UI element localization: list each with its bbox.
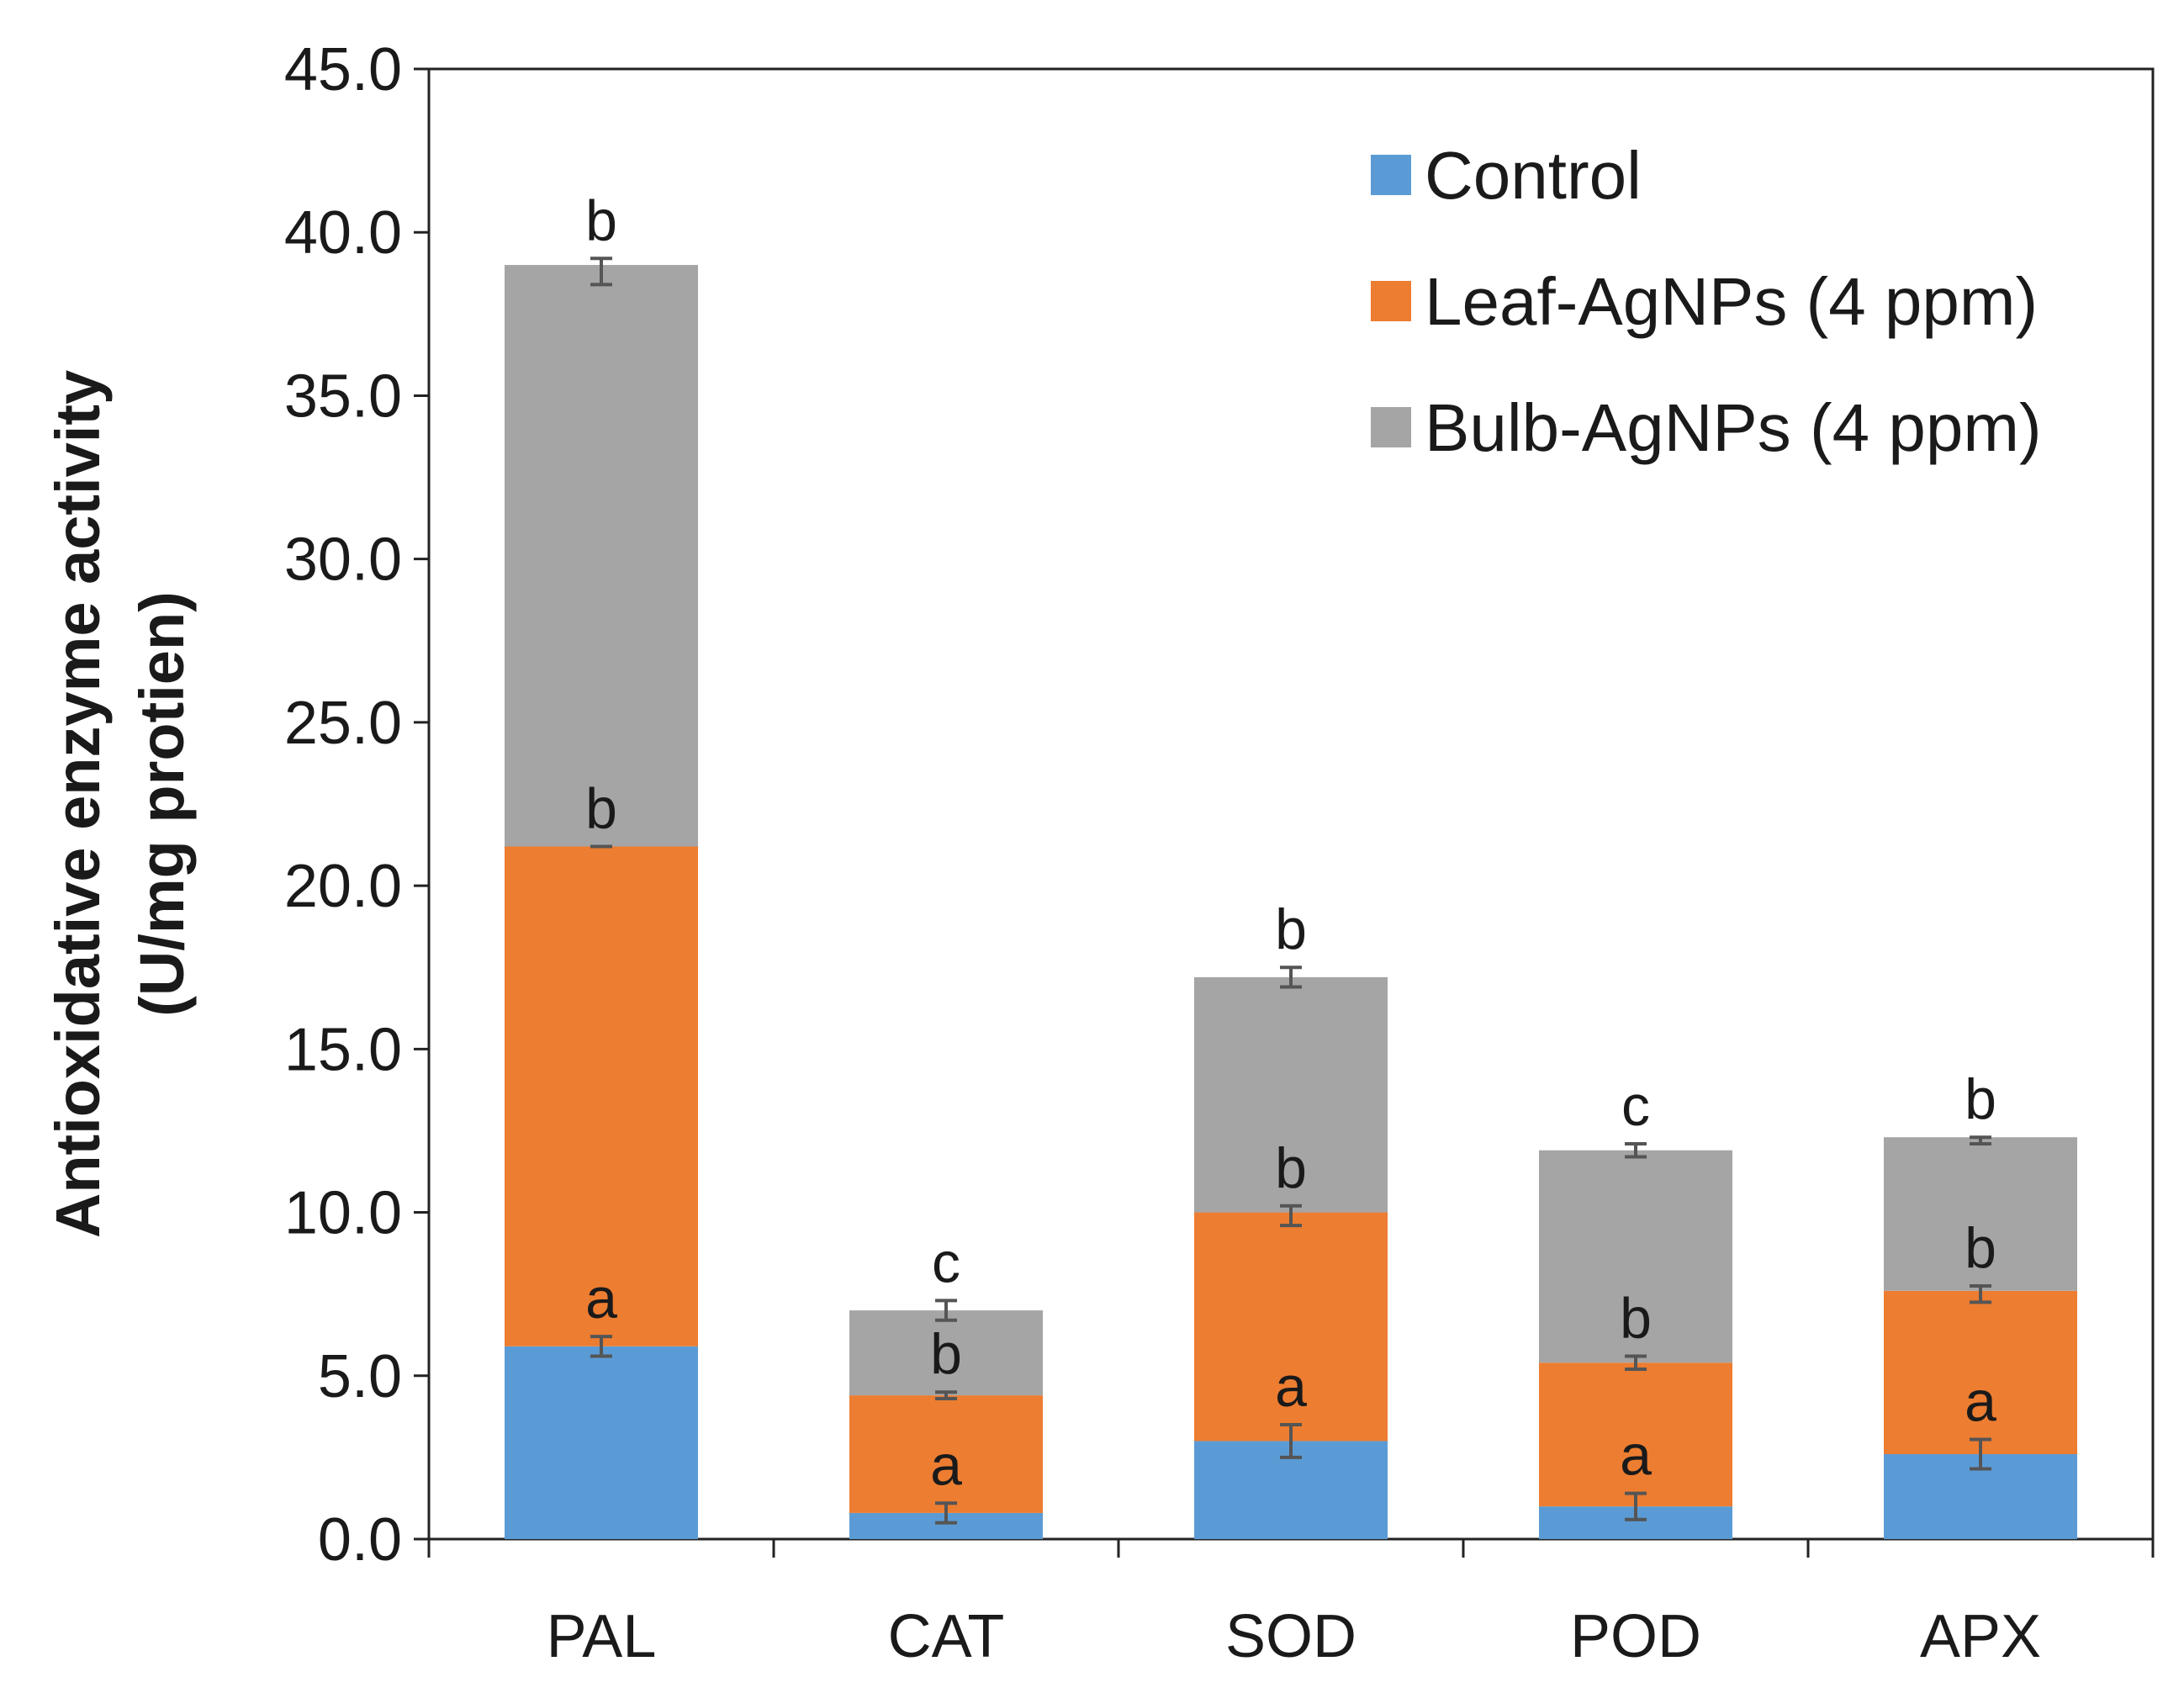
x-category-label: PAL bbox=[547, 1603, 657, 1670]
legend-label: Leaf-AgNPs (4 ppm) bbox=[1425, 264, 2038, 339]
y-axis-title-group: Antioxidative enzyme activity (U/mg proti… bbox=[43, 370, 197, 1238]
bar-segment bbox=[1194, 1212, 1388, 1442]
significance-letter: a bbox=[930, 1433, 962, 1497]
error-bar bbox=[1970, 1135, 1991, 1145]
significance-letter: b bbox=[1965, 1216, 1996, 1280]
significance-letter: c bbox=[1621, 1074, 1650, 1138]
y-tick-label: 5.0 bbox=[318, 1343, 402, 1410]
legend-label: Bulb-AgNPs (4 ppm) bbox=[1425, 390, 2042, 465]
legend-swatch bbox=[1371, 407, 1411, 447]
error-bars bbox=[590, 257, 1991, 1525]
significance-letter: c bbox=[932, 1230, 960, 1294]
x-category-labels: PAL CAT SOD POD APX bbox=[547, 1603, 2041, 1670]
bar-segment bbox=[505, 846, 698, 1346]
bar-segment bbox=[1539, 1150, 1732, 1363]
error-bar bbox=[1280, 1204, 1302, 1228]
significance-letter: a bbox=[585, 1267, 617, 1331]
error-bar bbox=[1970, 1283, 1991, 1304]
significance-letter: b bbox=[1965, 1067, 1996, 1131]
error-bar bbox=[935, 1390, 957, 1400]
bar-segment bbox=[1539, 1362, 1732, 1507]
significance-letter: a bbox=[1965, 1370, 1996, 1434]
y-tick-label: 30.0 bbox=[284, 526, 402, 594]
x-category-label: SOD bbox=[1225, 1603, 1356, 1670]
significance-letter: b bbox=[585, 776, 617, 840]
error-bar bbox=[935, 1299, 957, 1322]
error-bar bbox=[1280, 1423, 1302, 1459]
y-tick-label: 10.0 bbox=[284, 1180, 402, 1247]
y-tick-label: 0.0 bbox=[318, 1506, 402, 1574]
legend-item: Bulb-AgNPs (4 ppm) bbox=[1371, 390, 2042, 465]
y-tick-label: 45.0 bbox=[284, 36, 402, 103]
y-tick-label: 40.0 bbox=[284, 199, 402, 267]
error-bar bbox=[1280, 966, 1302, 989]
significance-letter: b bbox=[1620, 1286, 1652, 1350]
y-axis-title-line: (U/mg protien) bbox=[127, 591, 197, 1017]
x-category-label: APX bbox=[1920, 1603, 2041, 1670]
y-axis-title: Antioxidative enzyme activity (U/mg proti… bbox=[43, 370, 197, 1238]
y-tick-labels: 0.0 5.0 10.0 15.0 20.0 25.0 30.0 35.0 40.0 45.0 bbox=[284, 36, 402, 1574]
bar-segment bbox=[849, 1395, 1043, 1513]
y-tick-label: 15.0 bbox=[284, 1016, 402, 1083]
y-tick-label: 20.0 bbox=[284, 853, 402, 920]
error-bar bbox=[1625, 1491, 1647, 1521]
bars bbox=[505, 265, 2077, 1539]
legend-swatch bbox=[1371, 281, 1411, 321]
legend-item: Control bbox=[1371, 138, 1642, 213]
x-category-label: POD bbox=[1570, 1603, 1701, 1670]
error-bar bbox=[1625, 1354, 1647, 1372]
significance-letter: b bbox=[585, 188, 617, 252]
significance-letter: a bbox=[1620, 1424, 1652, 1488]
significance-letter: b bbox=[1275, 897, 1307, 961]
significance-letter: a bbox=[1275, 1355, 1307, 1419]
error-bar bbox=[1625, 1141, 1647, 1159]
legend-label: Control bbox=[1425, 138, 1642, 213]
bar-segment bbox=[505, 1346, 698, 1539]
x-category-label: CAT bbox=[888, 1603, 1005, 1670]
legend-swatch bbox=[1371, 155, 1411, 195]
bar-segment bbox=[1194, 976, 1388, 1213]
bar-segment bbox=[1884, 1137, 2077, 1291]
significance-letter: b bbox=[930, 1322, 962, 1386]
bar-segment bbox=[1884, 1290, 2077, 1455]
y-tick-label: 35.0 bbox=[284, 362, 402, 430]
error-bar bbox=[590, 1335, 612, 1358]
legend: Control Leaf-AgNPs (4 ppm) Bulb-AgNPs (4 p… bbox=[1371, 138, 2042, 465]
error-bar bbox=[1970, 1437, 1991, 1471]
significance-letter: b bbox=[1275, 1136, 1307, 1200]
bar-segment bbox=[849, 1310, 1043, 1396]
bar-segment bbox=[505, 265, 698, 847]
y-axis-title-line: Antioxidative enzyme activity bbox=[43, 370, 113, 1238]
error-bar bbox=[935, 1501, 957, 1525]
error-bar bbox=[590, 257, 612, 287]
y-tick-label: 25.0 bbox=[284, 690, 402, 757]
legend-item: Leaf-AgNPs (4 ppm) bbox=[1371, 264, 2038, 339]
